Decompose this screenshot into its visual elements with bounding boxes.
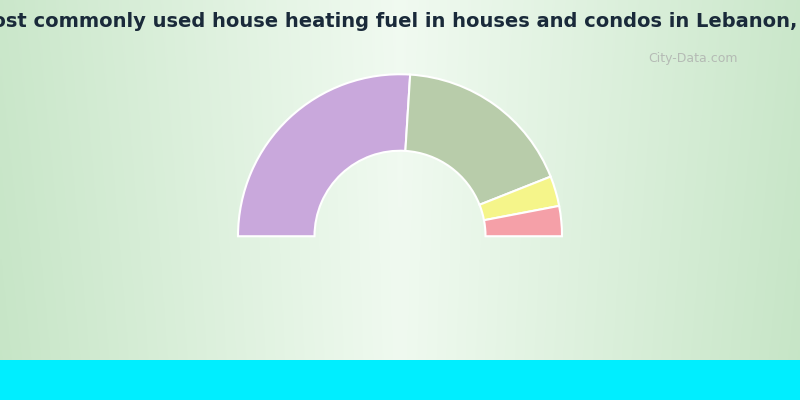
Wedge shape (238, 74, 410, 236)
Text: Most commonly used house heating fuel in houses and condos in Lebanon, NJ: Most commonly used house heating fuel in… (0, 12, 800, 31)
Text: City-Data.com: City-Data.com (648, 52, 738, 65)
Wedge shape (406, 74, 550, 205)
Wedge shape (484, 206, 562, 236)
Wedge shape (479, 177, 559, 220)
